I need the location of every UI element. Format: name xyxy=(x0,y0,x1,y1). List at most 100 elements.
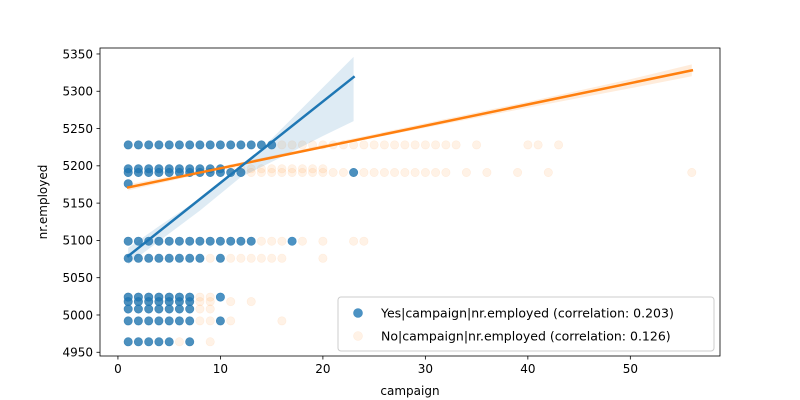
point-no xyxy=(308,168,318,178)
point-no xyxy=(205,253,215,263)
y-tick-label: 5100 xyxy=(62,234,93,248)
point-yes xyxy=(154,236,164,246)
point-yes xyxy=(154,337,164,347)
point-no xyxy=(277,236,287,246)
point-no xyxy=(400,168,410,178)
point-no xyxy=(267,236,277,246)
point-no xyxy=(410,140,420,150)
point-no xyxy=(297,140,307,150)
point-yes xyxy=(154,316,164,326)
point-yes xyxy=(123,236,133,246)
point-yes xyxy=(123,337,133,347)
point-no xyxy=(359,236,369,246)
point-no xyxy=(277,164,287,174)
point-yes xyxy=(144,316,154,326)
point-no xyxy=(267,168,277,178)
point-no xyxy=(236,253,246,263)
legend-label-no: No|campaign|nr.employed (correlation: 0.… xyxy=(381,329,671,344)
point-no xyxy=(256,253,266,263)
point-no xyxy=(379,140,389,150)
point-no xyxy=(431,168,441,178)
legend: Yes|campaign|nr.employed (correlation: 0… xyxy=(337,296,715,352)
point-yes xyxy=(246,236,256,246)
point-yes xyxy=(144,168,154,178)
point-no xyxy=(554,140,564,150)
point-yes xyxy=(144,140,154,150)
y-tick-label: 4950 xyxy=(62,346,93,360)
point-yes xyxy=(164,253,174,263)
point-yes xyxy=(226,140,236,150)
point-no xyxy=(328,168,338,178)
point-no xyxy=(205,337,215,347)
point-no xyxy=(349,236,359,246)
point-no xyxy=(359,140,369,150)
point-no xyxy=(379,168,389,178)
point-yes xyxy=(215,140,225,150)
point-no xyxy=(472,140,482,150)
x-tick-label: 0 xyxy=(114,362,122,376)
point-no xyxy=(359,168,369,178)
point-no xyxy=(195,297,205,307)
point-yes xyxy=(144,304,154,314)
point-yes xyxy=(287,236,297,246)
point-yes xyxy=(174,316,184,326)
legend-box xyxy=(337,296,715,352)
point-yes xyxy=(205,140,215,150)
data-layer xyxy=(123,56,697,347)
point-no xyxy=(195,304,205,314)
point-yes xyxy=(123,304,133,314)
point-no xyxy=(441,140,451,150)
point-no xyxy=(226,253,236,263)
point-no xyxy=(267,164,277,174)
point-no xyxy=(297,168,307,178)
y-tick-label: 5150 xyxy=(62,196,93,210)
point-no xyxy=(205,304,215,314)
point-yes xyxy=(185,316,195,326)
legend-marker-yes xyxy=(353,308,363,318)
point-no xyxy=(256,236,266,246)
point-yes xyxy=(133,168,143,178)
point-no xyxy=(318,236,328,246)
point-yes xyxy=(185,140,195,150)
point-no xyxy=(338,168,348,178)
point-yes xyxy=(144,337,154,347)
point-yes xyxy=(195,236,205,246)
point-no xyxy=(533,140,543,150)
y-tick-label: 5250 xyxy=(62,122,93,136)
point-yes xyxy=(195,140,205,150)
point-no xyxy=(246,297,256,307)
point-no xyxy=(369,168,379,178)
point-no xyxy=(246,253,256,263)
point-no xyxy=(256,164,266,174)
point-no xyxy=(277,316,287,326)
point-no xyxy=(390,140,400,150)
point-no xyxy=(420,168,430,178)
point-yes xyxy=(133,236,143,246)
point-no xyxy=(297,164,307,174)
x-tick-label: 10 xyxy=(213,362,228,376)
y-tick-label: 5350 xyxy=(62,47,93,61)
point-no xyxy=(277,140,287,150)
point-yes xyxy=(185,304,195,314)
point-no xyxy=(308,164,318,174)
point-no xyxy=(318,164,328,174)
point-yes xyxy=(236,168,246,178)
point-yes xyxy=(133,316,143,326)
point-no xyxy=(431,140,441,150)
point-no xyxy=(205,292,215,302)
point-no xyxy=(482,168,492,178)
point-no xyxy=(205,316,215,326)
point-no xyxy=(390,168,400,178)
point-no xyxy=(543,168,553,178)
x-tick-label: 50 xyxy=(623,362,638,376)
point-no xyxy=(174,337,184,347)
point-yes xyxy=(236,140,246,150)
point-yes xyxy=(174,140,184,150)
point-yes xyxy=(195,253,205,263)
point-yes xyxy=(174,304,184,314)
point-no xyxy=(441,168,451,178)
point-yes xyxy=(174,236,184,246)
point-yes xyxy=(154,140,164,150)
point-yes xyxy=(123,140,133,150)
